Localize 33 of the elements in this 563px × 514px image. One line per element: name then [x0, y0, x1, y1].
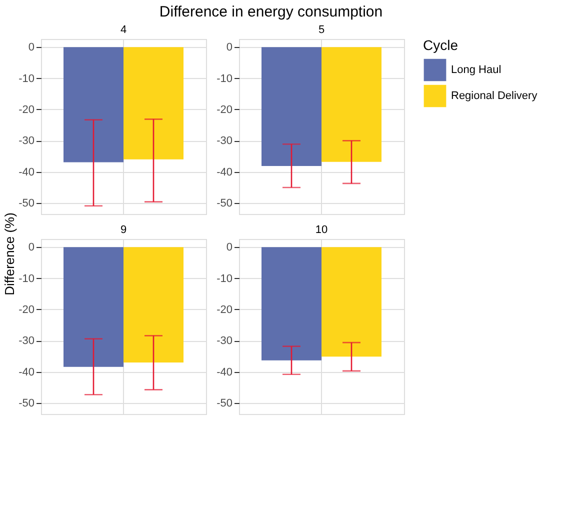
- y-tick-label: -20: [18, 304, 34, 316]
- y-tick-label: -40: [216, 166, 232, 178]
- y-tick-label: -50: [216, 198, 232, 210]
- y-tick-label: -10: [216, 72, 232, 85]
- y-tick-label: -30: [18, 135, 34, 148]
- y-tick-label: -10: [18, 72, 34, 85]
- y-tick-label: -40: [18, 166, 34, 178]
- y-tick-label: -50: [18, 398, 34, 410]
- y-tick-label: -20: [18, 104, 34, 116]
- y-tick-label: -40: [18, 366, 34, 378]
- y-axis-title: Difference (%): [2, 212, 17, 296]
- chart-subtitle: 4: [120, 24, 127, 36]
- y-tick-label: -30: [216, 335, 232, 348]
- y-tick-label: -20: [216, 104, 232, 116]
- y-tick-label: 0: [28, 242, 34, 254]
- chart-subtitle: 9: [120, 224, 127, 236]
- y-tick-label: 0: [226, 42, 232, 54]
- chart-subtitle: 10: [315, 224, 328, 236]
- y-tick-label: 0: [28, 42, 34, 54]
- y-tick-label: -30: [216, 135, 232, 148]
- legend-label: Regional Delivery: [451, 90, 538, 102]
- y-tick-label: -30: [18, 335, 34, 348]
- y-tick-label: -50: [18, 198, 34, 210]
- y-tick-label: -20: [216, 304, 232, 316]
- y-tick-label: -10: [18, 272, 34, 285]
- y-tick-label: 0: [226, 242, 232, 254]
- y-tick-label: -50: [216, 398, 232, 410]
- chart-subtitle: 5: [318, 24, 325, 36]
- legend-label: Long Haul: [451, 64, 502, 76]
- legend-title: Cycle: [423, 37, 458, 53]
- y-tick-label: -40: [216, 366, 232, 378]
- text: Difference in energy consumption: [159, 4, 383, 20]
- y-tick-label: -10: [216, 272, 232, 285]
